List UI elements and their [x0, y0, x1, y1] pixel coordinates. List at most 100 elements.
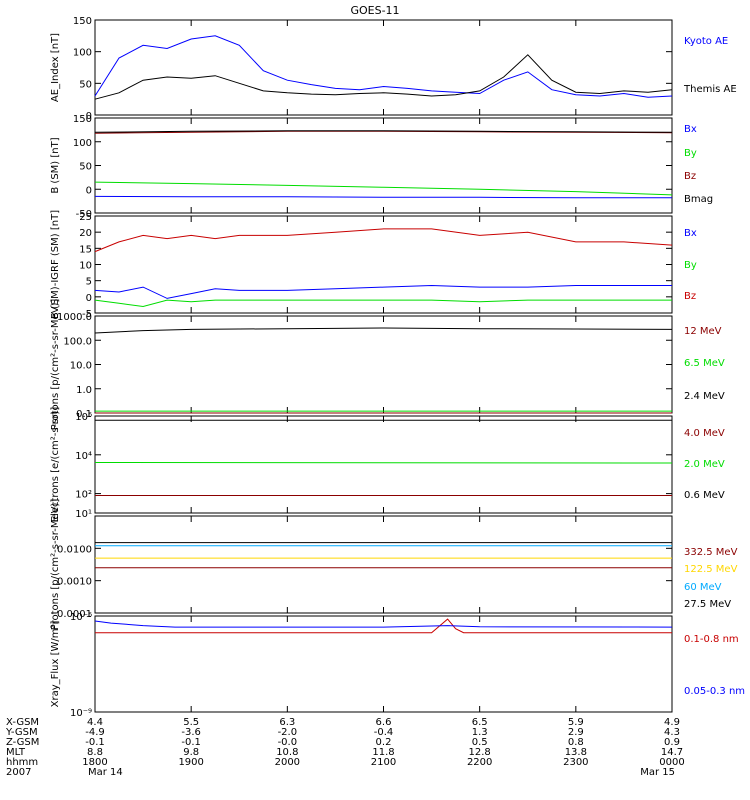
legend-label-protons_high: 332.5 MeV: [684, 547, 738, 558]
xaxis-value: 6.5: [472, 717, 488, 728]
ytick-label-protons_high: 0.0010: [57, 577, 92, 588]
ytick-label-bdiff: 20: [79, 228, 92, 239]
ytick-label-protons_low: 1.0: [76, 385, 92, 396]
legend-label-electrons: 2.0 MeV: [684, 459, 725, 470]
xaxis-value: -0.4: [374, 727, 394, 738]
series-line-b-1: [94, 181, 673, 196]
xaxis-value: 0.2: [376, 737, 392, 748]
xaxis-row-label: hhmm: [6, 757, 38, 768]
ytick-label-ae: 100: [73, 48, 92, 59]
xaxis-value: 2200: [467, 757, 492, 768]
series-line-electrons-1: [94, 462, 673, 464]
series-line-ae-1: [94, 54, 673, 100]
ytick-label-protons_low: 1000.0: [57, 312, 92, 323]
xaxis-value: 1900: [178, 757, 203, 768]
xaxis-value: 4.3: [664, 727, 680, 738]
ytick-label-protons_low: 10.0: [70, 361, 92, 372]
panel-frame-ae: [94, 19, 673, 116]
xaxis-value: 2.9: [568, 727, 584, 738]
legend-label-xray: 0.1-0.8 nm: [684, 634, 739, 645]
xaxis-value: 4.9: [664, 717, 680, 728]
ytick-label-ae: 50: [79, 79, 92, 90]
series-line-xray-0: [95, 618, 672, 634]
xaxis-value: -0.1: [85, 737, 105, 748]
ytick-label-electrons: 10²: [75, 490, 92, 501]
legend-label-b: Bx: [684, 124, 697, 135]
ytick-label-bdiff: 0: [86, 293, 92, 304]
xaxis-value: 14.7: [661, 747, 683, 758]
xaxis-value: -4.9: [85, 727, 105, 738]
legend-label-bdiff: Bz: [684, 291, 696, 302]
legend-label-protons_low: 12 MeV: [684, 326, 722, 337]
ytick-label-b: 100: [73, 138, 92, 149]
xaxis-row-label: 2007: [6, 767, 31, 778]
panel-frame-protons_high: [94, 515, 673, 614]
legend-label-protons_high: 122.5 MeV: [684, 564, 738, 575]
xaxis-value: 0.8: [568, 737, 584, 748]
ytick-label-bdiff: 5: [86, 277, 92, 288]
xaxis-row-label: X-GSM: [6, 717, 39, 728]
ytick-label-protons_high: 0.0001: [57, 609, 92, 620]
ytick-label-b: -50: [76, 209, 92, 220]
xaxis-value: 5.5: [183, 717, 199, 728]
ytick-label-bdiff: 15: [79, 244, 92, 255]
ytick-label-protons_low: 100.0: [63, 336, 92, 347]
legend-label-ae: Themis AE: [683, 84, 737, 95]
legend-label-ae: Kyoto AE: [684, 36, 728, 47]
xaxis-row-label: Y-GSM: [5, 727, 38, 738]
xaxis-value: 0.5: [472, 737, 488, 748]
series-line-bdiff-0: [94, 284, 672, 299]
xaxis-value: 13.8: [565, 747, 587, 758]
xaxis-value: 12.8: [469, 747, 491, 758]
xaxis-value: 10.8: [276, 747, 298, 758]
xaxis-value: 2000: [275, 757, 300, 768]
series-line-b-0: [94, 195, 672, 199]
legend-label-xray: 0.05-0.3 nm: [684, 686, 745, 697]
ytick-label-protons_low: 0.1: [76, 409, 92, 420]
series-line-protons_low-2: [94, 327, 673, 334]
xaxis-value: 1800: [82, 757, 107, 768]
xaxis-value: 6.3: [279, 717, 295, 728]
legend-label-electrons: 0.6 MeV: [684, 490, 725, 501]
series-line-b-3: [94, 130, 673, 133]
ytick-label-electrons: 10⁴: [75, 451, 92, 462]
series-line-bdiff-2: [94, 228, 673, 253]
xaxis-value: 2100: [371, 757, 396, 768]
ylabel-xray: Xray_Flux [W/m²]: [50, 621, 61, 708]
series-line-bdiff-1: [94, 299, 672, 308]
legend-label-bdiff: By: [684, 260, 697, 271]
ytick-label-ae: 150: [73, 16, 92, 27]
xaxis-value: 8.8: [87, 747, 103, 758]
series-line-ae-0: [94, 35, 673, 98]
legend-label-electrons: 4.0 MeV: [684, 428, 725, 439]
xaxis-value: 5.9: [568, 717, 584, 728]
xaxis-value: 11.8: [372, 747, 394, 758]
legend-label-b: Bmag: [684, 194, 713, 205]
legend-label-protons_high: 60 MeV: [684, 582, 722, 593]
ytick-label-bdiff: -5: [82, 309, 92, 320]
legend-label-bdiff: Bx: [684, 228, 697, 239]
xaxis-value: 9.8: [183, 747, 199, 758]
xaxis-value: -0.1: [181, 737, 201, 748]
panel-frame-protons_low: [94, 315, 673, 414]
ylabel-ae: AE_Index [nT]: [50, 33, 61, 102]
legend-label-b: By: [684, 148, 697, 159]
xaxis-value: 1.3: [472, 727, 488, 738]
legend-label-protons_low: 2.4 MeV: [684, 391, 725, 402]
ytick-label-bdiff: 25: [79, 212, 92, 223]
ylabel-electrons: Electrons [e/(cm²-s-sr)]: [50, 407, 61, 523]
ylabel-protons_low: Protons [p/(cm²-s-sr-MeV)]: [50, 299, 61, 431]
xaxis-value: 0.9: [664, 737, 680, 748]
xaxis-value: Mar 14: [88, 767, 123, 778]
ytick-label-b: 150: [73, 114, 92, 125]
legend-label-protons_low: 6.5 MeV: [684, 358, 725, 369]
panel-frame-bdiff: [94, 215, 673, 314]
legend-label-b: Bz: [684, 171, 696, 182]
panel-frame-xray: [94, 615, 673, 713]
ytick-label-xray: 10⁻⁹: [70, 708, 92, 719]
ytick-label-bdiff: 10: [79, 261, 92, 272]
ylabel-bdiff: B (SM)-IGRF (SM) [nT]: [50, 210, 61, 319]
xaxis-value: 2300: [563, 757, 588, 768]
ytick-label-b: 0: [86, 185, 92, 196]
